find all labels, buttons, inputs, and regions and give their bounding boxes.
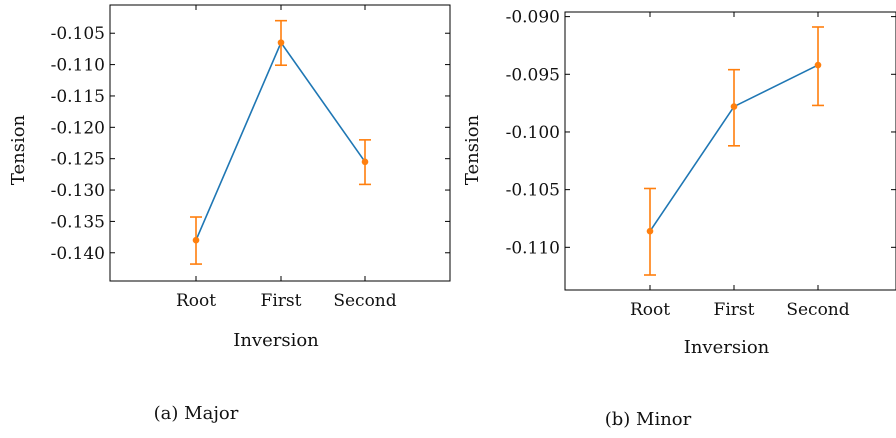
- chart-2-data-point: [730, 103, 738, 110]
- chart-2-ytick-label: -0.100: [506, 123, 560, 143]
- chart-2-caption: (b) Minor: [605, 409, 692, 430]
- chart-2-data-point: [646, 227, 654, 235]
- chart-1-ytick-label: -0.130: [51, 181, 105, 201]
- chart-2: -0.090 -0.095 -0.100 -0.105 -0.110 Root First S…: [462, 8, 896, 430]
- chart-2-xtick-label: Second: [786, 300, 849, 320]
- chart-1-ytick-label: -0.135: [51, 212, 105, 232]
- chart-2-xlabel: Inversion: [684, 337, 770, 358]
- chart-1-ytick-label: -0.140: [51, 244, 105, 264]
- chart-1-xlabel: Inversion: [233, 330, 319, 351]
- chart-2-xtick-label: First: [714, 300, 755, 320]
- chart-1-series-line: [195, 41, 366, 241]
- chart-1-xtick-label: Root: [176, 291, 216, 311]
- chart-1-xtick-label: First: [261, 291, 302, 311]
- chart-1-ytick-label: -0.110: [51, 56, 105, 76]
- chart-2-ytick-label: -0.105: [506, 181, 560, 201]
- chart-1-plot-frame: [109, 4, 451, 282]
- chart-1-xtick-label: Second: [333, 291, 396, 311]
- chart-2-data-point: [814, 61, 822, 69]
- chart-1-data-point: [277, 39, 285, 46]
- chart-1-ytick-label: -0.105: [51, 24, 105, 44]
- chart-2-plot-frame: [564, 11, 896, 291]
- chart-1-ytick-label: -0.125: [51, 150, 105, 170]
- chart-2-ytick-label: -0.095: [506, 65, 560, 85]
- chart-1: -0.105 -0.110 -0.115 -0.120 -0.125 -0.130 -0.1…: [8, 4, 451, 424]
- chart-1-data-point: [192, 236, 200, 244]
- chart-2-xtick-label: Root: [630, 300, 670, 320]
- chart-1-data-point: [361, 158, 369, 166]
- chart-1-ytick-label: -0.115: [51, 87, 105, 107]
- chart-2-ylabel: Tension: [462, 114, 483, 185]
- chart-1-ylabel: Tension: [8, 114, 29, 185]
- chart-1-ytick-label: -0.120: [51, 118, 105, 138]
- chart-2-ytick-label: -0.110: [506, 238, 560, 258]
- chart-2-ytick-label: -0.090: [506, 8, 560, 28]
- chart-1-caption: (a) Major: [154, 403, 239, 424]
